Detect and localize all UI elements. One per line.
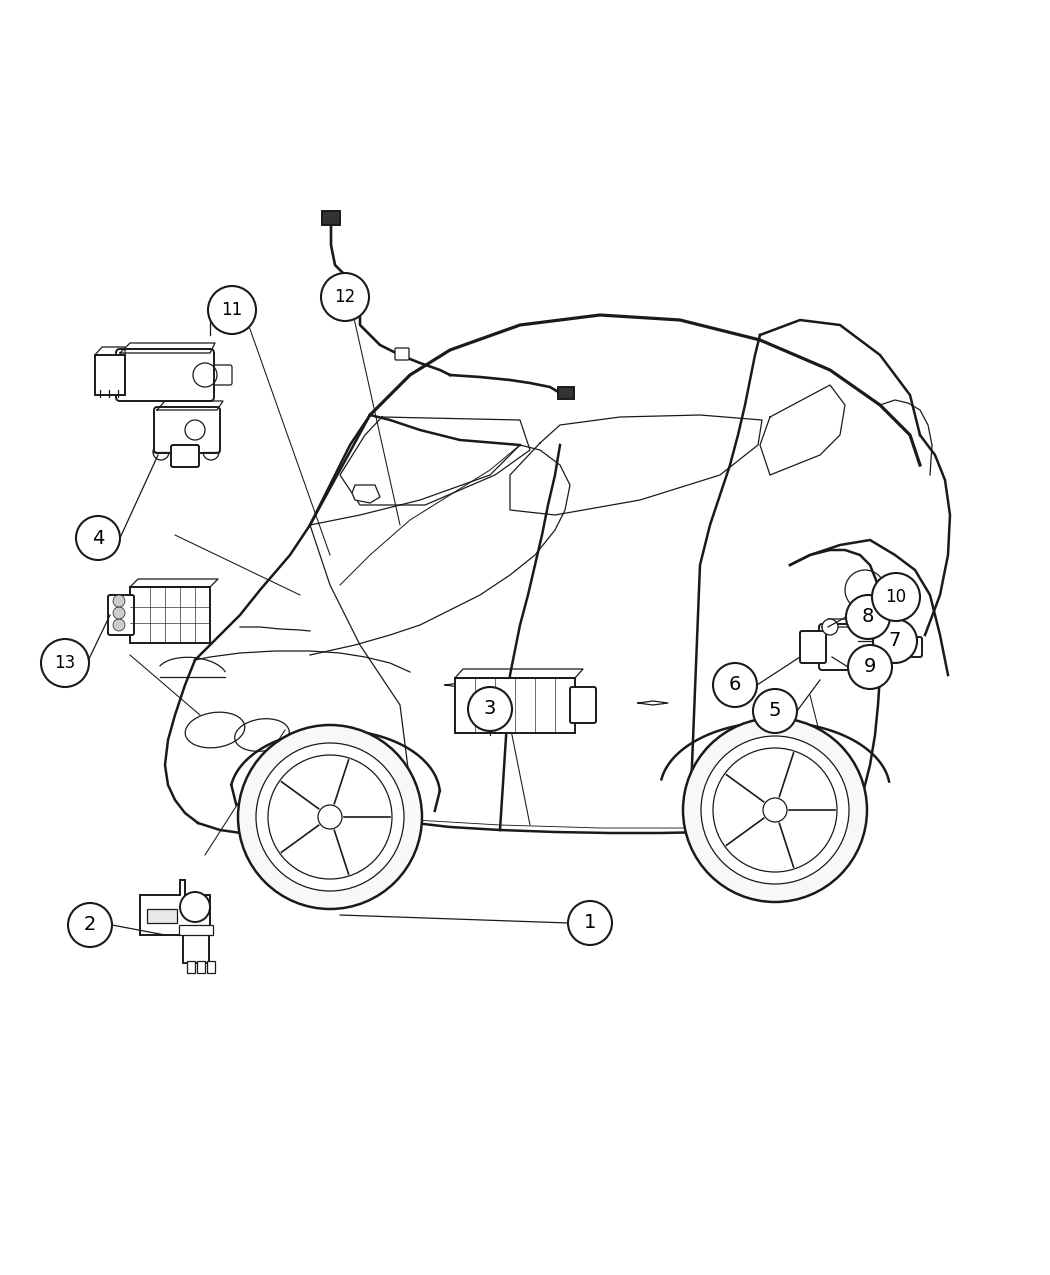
Text: 13: 13: [55, 654, 76, 672]
Circle shape: [763, 798, 788, 822]
Text: 4: 4: [91, 529, 104, 547]
Circle shape: [238, 725, 422, 909]
Text: 9: 9: [864, 658, 876, 677]
Circle shape: [318, 805, 342, 829]
FancyBboxPatch shape: [178, 924, 213, 935]
Circle shape: [568, 901, 612, 945]
Text: 10: 10: [885, 588, 906, 606]
Circle shape: [180, 892, 210, 922]
FancyBboxPatch shape: [800, 631, 826, 663]
Circle shape: [873, 618, 917, 663]
Circle shape: [822, 618, 838, 635]
Circle shape: [208, 286, 256, 334]
Circle shape: [203, 444, 219, 460]
FancyBboxPatch shape: [154, 407, 220, 453]
FancyBboxPatch shape: [108, 595, 134, 635]
Circle shape: [753, 688, 797, 733]
Circle shape: [68, 903, 112, 947]
FancyBboxPatch shape: [116, 349, 214, 402]
Circle shape: [701, 736, 849, 884]
Text: 1: 1: [584, 913, 596, 932]
Circle shape: [848, 645, 892, 688]
Text: 6: 6: [729, 676, 741, 695]
Circle shape: [41, 639, 89, 687]
Circle shape: [113, 607, 125, 618]
FancyBboxPatch shape: [187, 961, 195, 973]
Polygon shape: [352, 484, 380, 504]
FancyBboxPatch shape: [322, 210, 340, 224]
FancyBboxPatch shape: [94, 354, 125, 395]
FancyBboxPatch shape: [570, 687, 596, 723]
FancyBboxPatch shape: [183, 927, 209, 963]
Circle shape: [846, 595, 890, 639]
FancyBboxPatch shape: [819, 623, 890, 669]
FancyBboxPatch shape: [455, 678, 575, 733]
FancyBboxPatch shape: [147, 909, 177, 923]
FancyBboxPatch shape: [207, 961, 215, 973]
Circle shape: [113, 595, 125, 607]
Text: 2: 2: [84, 915, 97, 935]
Text: 3: 3: [484, 700, 497, 719]
Circle shape: [682, 718, 867, 901]
Text: 11: 11: [222, 301, 243, 319]
Circle shape: [256, 743, 404, 891]
Circle shape: [468, 687, 512, 731]
FancyBboxPatch shape: [193, 365, 232, 385]
FancyBboxPatch shape: [883, 638, 922, 657]
FancyBboxPatch shape: [130, 586, 210, 643]
Circle shape: [321, 273, 369, 321]
Circle shape: [113, 618, 125, 631]
FancyBboxPatch shape: [197, 961, 205, 973]
Text: 8: 8: [862, 607, 875, 626]
Circle shape: [153, 444, 169, 460]
FancyBboxPatch shape: [171, 445, 200, 467]
Circle shape: [877, 618, 892, 635]
Text: 7: 7: [888, 631, 901, 650]
Polygon shape: [140, 880, 210, 935]
FancyBboxPatch shape: [558, 388, 574, 399]
Circle shape: [872, 572, 920, 621]
FancyBboxPatch shape: [395, 348, 410, 360]
Circle shape: [76, 516, 120, 560]
Circle shape: [713, 663, 757, 708]
Text: 5: 5: [769, 701, 781, 720]
Text: 12: 12: [334, 288, 356, 306]
